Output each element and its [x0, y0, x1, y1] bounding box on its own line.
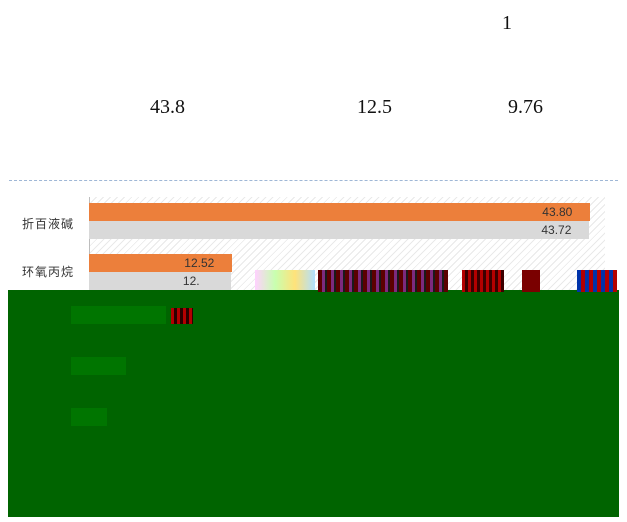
- artifact-2: [255, 270, 315, 290]
- bar-1-2: [89, 221, 590, 239]
- green-overlay: [8, 290, 619, 517]
- category-label-1: 折百液碱: [22, 217, 75, 231]
- value-1: 43.8: [150, 96, 185, 118]
- data-label-1-1: 43.80: [542, 205, 573, 219]
- value-3: 9.76: [508, 96, 543, 118]
- bar-1-1: [89, 203, 591, 221]
- artifact-3: [318, 270, 448, 292]
- bar-2-1: [89, 254, 233, 272]
- top-number: 1: [502, 12, 512, 34]
- data-label-2-1: 12.52: [184, 256, 215, 270]
- artifact-4: [462, 270, 504, 292]
- data-label-2-2: 12.: [182, 274, 200, 288]
- artifact-1: [171, 308, 193, 324]
- bar-2-2: [89, 272, 231, 290]
- category-label-2: 环氧丙烷: [22, 265, 75, 279]
- artifact-6: [577, 270, 617, 292]
- green-block-3: [71, 408, 107, 426]
- artifact-5: [522, 270, 540, 292]
- green-block-2: [71, 357, 126, 375]
- data-label-1-2: 43.72: [541, 223, 572, 237]
- green-block-1: [71, 306, 166, 324]
- value-2: 12.5: [357, 96, 392, 118]
